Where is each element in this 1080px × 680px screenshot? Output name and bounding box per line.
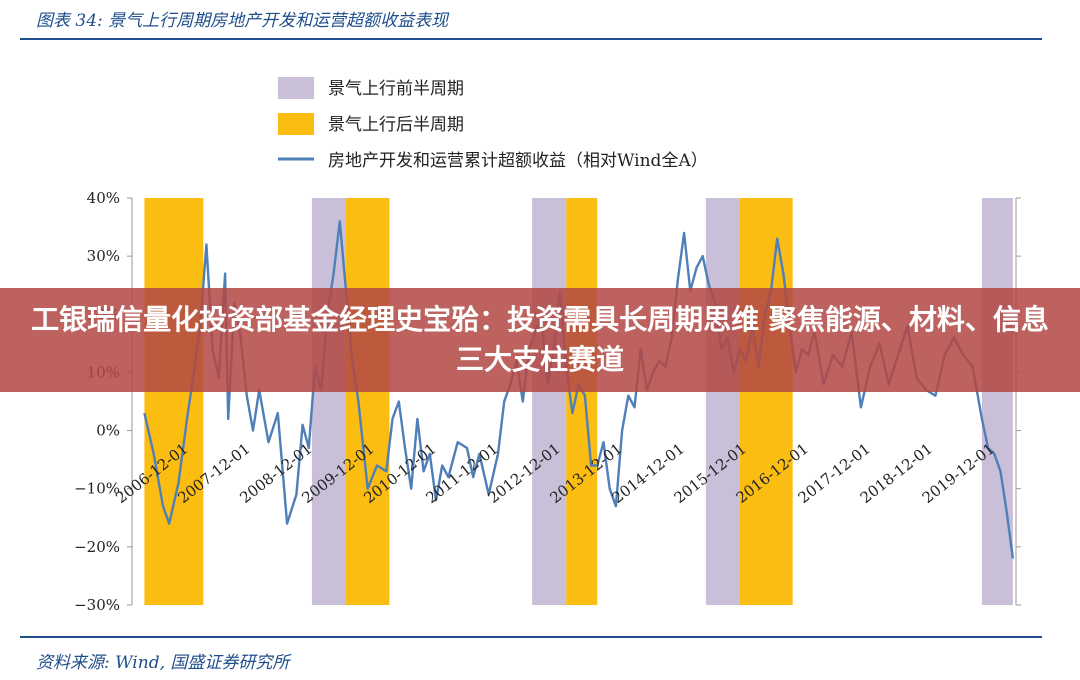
band-first-half-5 [705, 198, 740, 605]
top-rule [20, 38, 1042, 40]
band-second-half-6 [739, 198, 793, 605]
headline-text: 工银瑞信量化投资部基金经理史宝𬌗：投资需具长周期思维 聚焦能源、材料、信息三大支… [31, 303, 1049, 376]
y-tick-label-5: −10% [74, 480, 120, 498]
y-tick-label-0: 40% [87, 189, 120, 207]
figure-title: 图表 34: 景气上行周期房地产开发和运营超额收益表现 [36, 11, 449, 31]
legend-label-first-half: 景气上行前半周期 [328, 79, 464, 99]
band-first-half-1 [311, 198, 347, 605]
source-note: 资料来源: Wind, 国盛证券研究所 [36, 653, 290, 673]
y-tick-label-6: −20% [74, 538, 120, 556]
axes [131, 198, 1017, 605]
band-second-half-2 [346, 198, 390, 605]
legend-label-excess-return: 房地产开发和运营累计超额收益（相对Wind全A） [328, 151, 708, 171]
legend-swatch-first-half [278, 77, 314, 99]
y-tick-label-7: −30% [74, 596, 120, 614]
bottom-rule [20, 636, 1042, 638]
band-first-half-3 [532, 198, 567, 605]
legend: 景气上行前半周期 景气上行后半周期 房地产开发和运营累计超额收益（相对Wind全… [278, 77, 708, 171]
band-second-half-0 [144, 198, 204, 605]
legend-swatch-second-half [278, 113, 314, 135]
band-first-half-7 [981, 198, 1013, 605]
y-tick-label-1: 30% [87, 247, 120, 265]
band-layer [144, 198, 1013, 605]
headline-banner [0, 288, 1080, 392]
legend-label-second-half: 景气上行后半周期 [328, 115, 464, 135]
y-tick-label-4: 0% [96, 422, 120, 440]
